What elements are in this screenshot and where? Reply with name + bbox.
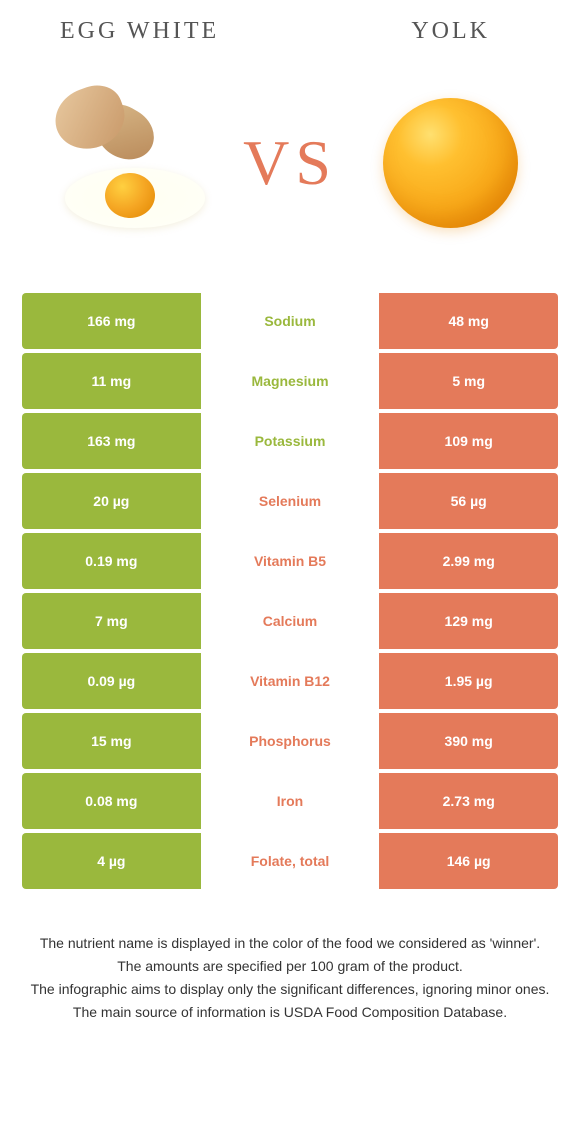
table-row: 11 mgMagnesium5 mg [22, 353, 558, 409]
nutrient-label: Calcium [201, 593, 380, 649]
right-value: 146 µg [379, 833, 558, 889]
table-row: 166 mgSodium48 mg [22, 293, 558, 349]
left-value: 11 mg [22, 353, 201, 409]
header: EGG WHITE YOLK [0, 0, 580, 63]
nutrient-label: Vitamin B5 [201, 533, 380, 589]
table-row: 4 µgFolate, total146 µg [22, 833, 558, 889]
nutrient-label: Iron [201, 773, 380, 829]
footnote-line: The infographic aims to display only the… [20, 979, 560, 1000]
left-value: 0.08 mg [22, 773, 201, 829]
comparison-table: 166 mgSodium48 mg11 mgMagnesium5 mg163 m… [0, 293, 580, 889]
nutrient-label: Vitamin B12 [201, 653, 380, 709]
title-right: YOLK [411, 18, 490, 45]
yolk-image [360, 73, 540, 253]
footnotes: The nutrient name is displayed in the co… [0, 893, 580, 1023]
hero: VS [0, 63, 580, 293]
nutrient-label: Selenium [201, 473, 380, 529]
table-row: 7 mgCalcium129 mg [22, 593, 558, 649]
footnote-line: The main source of information is USDA F… [20, 1002, 560, 1023]
right-value: 1.95 µg [379, 653, 558, 709]
left-value: 15 mg [22, 713, 201, 769]
left-value: 163 mg [22, 413, 201, 469]
vs-label: VS [243, 126, 337, 200]
title-left: EGG WHITE [60, 18, 219, 45]
nutrient-label: Sodium [201, 293, 380, 349]
left-value: 0.09 µg [22, 653, 201, 709]
right-value: 2.99 mg [379, 533, 558, 589]
footnote-line: The amounts are specified per 100 gram o… [20, 956, 560, 977]
table-row: 0.08 mgIron2.73 mg [22, 773, 558, 829]
eggwhite-image [40, 73, 220, 253]
nutrient-label: Folate, total [201, 833, 380, 889]
nutrient-label: Phosphorus [201, 713, 380, 769]
right-value: 2.73 mg [379, 773, 558, 829]
left-value: 20 µg [22, 473, 201, 529]
right-value: 5 mg [379, 353, 558, 409]
left-value: 4 µg [22, 833, 201, 889]
nutrient-label: Magnesium [201, 353, 380, 409]
right-value: 129 mg [379, 593, 558, 649]
table-row: 20 µgSelenium56 µg [22, 473, 558, 529]
footnote-line: The nutrient name is displayed in the co… [20, 933, 560, 954]
table-row: 0.19 mgVitamin B52.99 mg [22, 533, 558, 589]
right-value: 390 mg [379, 713, 558, 769]
right-value: 109 mg [379, 413, 558, 469]
table-row: 163 mgPotassium109 mg [22, 413, 558, 469]
left-value: 7 mg [22, 593, 201, 649]
right-value: 48 mg [379, 293, 558, 349]
right-value: 56 µg [379, 473, 558, 529]
table-row: 15 mgPhosphorus390 mg [22, 713, 558, 769]
nutrient-label: Potassium [201, 413, 380, 469]
left-value: 166 mg [22, 293, 201, 349]
table-row: 0.09 µgVitamin B121.95 µg [22, 653, 558, 709]
left-value: 0.19 mg [22, 533, 201, 589]
